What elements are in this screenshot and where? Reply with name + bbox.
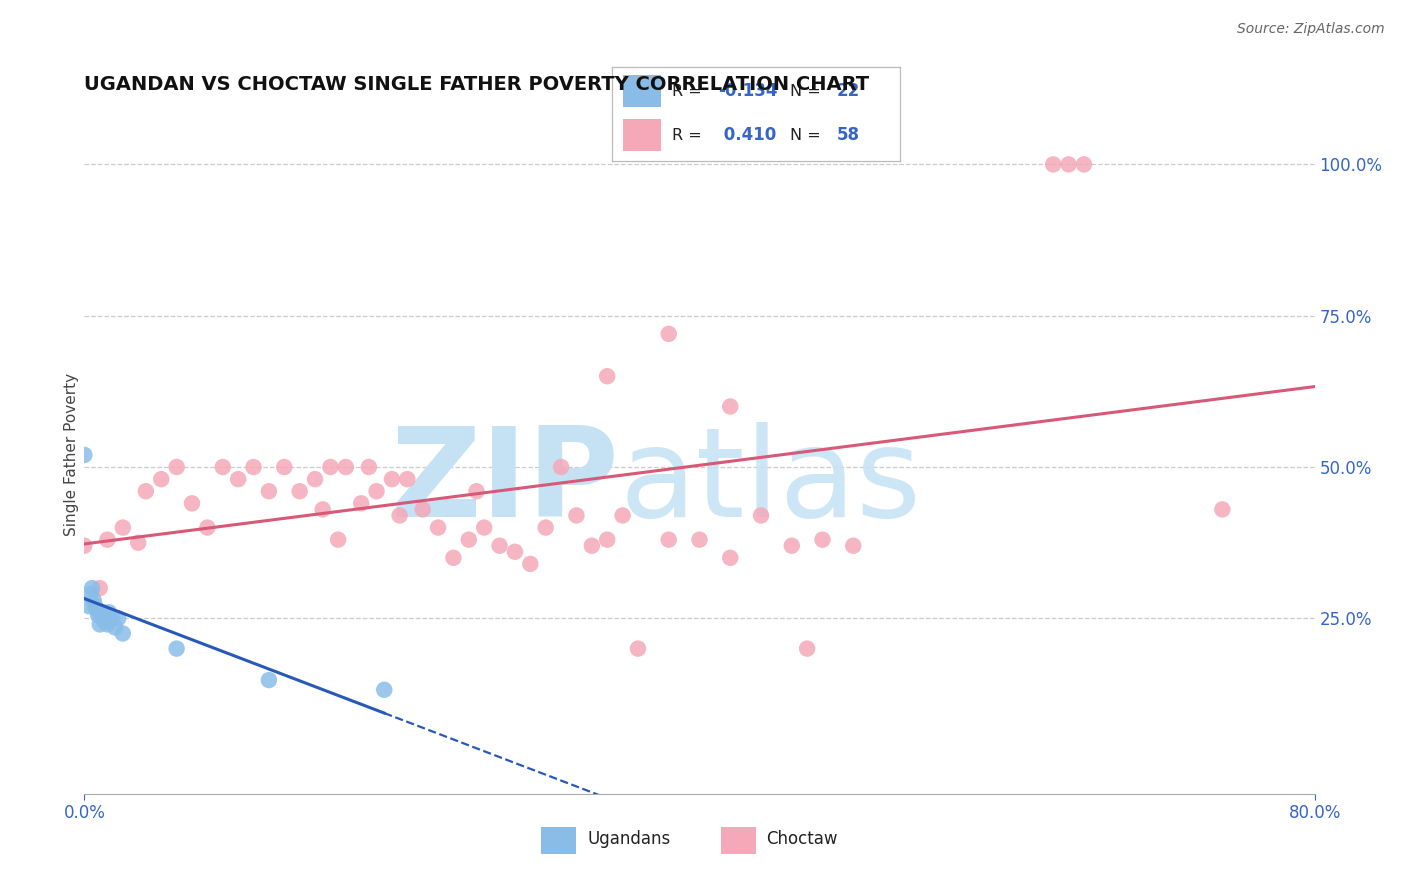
Text: Source: ZipAtlas.com: Source: ZipAtlas.com (1237, 22, 1385, 37)
Point (357, 460, 380, 475)
Point (80, 581, 103, 595)
Point (242, 460, 264, 475)
Text: 22: 22 (837, 82, 859, 100)
Point (104, 620, 127, 634)
Point (319, 460, 342, 475)
Point (107, 611, 129, 625)
Text: UGANDAN VS CHOCTAW SINGLE FATHER POVERTY CORRELATION CHART: UGANDAN VS CHOCTAW SINGLE FATHER POVERTY… (84, 75, 869, 94)
Text: 58: 58 (837, 127, 859, 145)
Point (457, 533, 479, 547)
Text: atlas: atlas (620, 422, 922, 542)
Text: R =: R = (672, 128, 707, 143)
Point (472, 520, 495, 534)
Point (658, 533, 681, 547)
Point (84, 599, 107, 614)
Point (388, 508, 411, 523)
Bar (623, 120, 661, 152)
Point (1057, 157, 1080, 171)
Y-axis label: Single Father Poverty: Single Father Poverty (63, 374, 79, 536)
Point (689, 533, 711, 547)
Point (257, 484, 280, 499)
Point (1211, 502, 1233, 516)
Text: R =: R = (672, 84, 707, 99)
Point (257, 673, 280, 687)
Point (1042, 157, 1064, 171)
Point (1073, 157, 1095, 171)
Point (550, 460, 572, 475)
Point (98, 605, 121, 619)
Point (412, 502, 434, 516)
Point (89, 617, 111, 632)
Point (73, 539, 96, 553)
Point (503, 545, 526, 559)
Point (718, 550, 741, 565)
Point (273, 460, 295, 475)
Point (581, 539, 603, 553)
Point (91, 605, 114, 619)
Point (96, 617, 118, 632)
Point (111, 626, 134, 640)
Point (612, 508, 634, 523)
Point (373, 682, 395, 697)
Point (150, 472, 173, 486)
Point (488, 539, 510, 553)
Point (842, 539, 865, 553)
Text: N =: N = (790, 84, 827, 99)
Point (811, 533, 834, 547)
Text: -0.134: -0.134 (718, 82, 778, 100)
Point (627, 641, 650, 656)
Point (79, 587, 101, 601)
Point (427, 520, 450, 534)
Point (312, 502, 335, 516)
Point (335, 460, 357, 475)
Point (465, 484, 488, 499)
Point (111, 520, 134, 534)
Point (718, 400, 741, 414)
Point (304, 472, 326, 486)
Point (396, 472, 419, 486)
Text: ZIP: ZIP (391, 422, 620, 542)
Point (89, 581, 111, 595)
Point (749, 508, 772, 523)
Text: 0.410: 0.410 (718, 127, 776, 145)
Point (658, 326, 681, 341)
Point (211, 460, 233, 475)
Point (93, 615, 115, 629)
Point (366, 484, 388, 499)
Point (288, 484, 311, 499)
Point (83, 593, 105, 607)
Point (226, 472, 249, 486)
Point (100, 613, 122, 627)
Point (596, 533, 619, 547)
Point (73, 448, 96, 462)
Bar (623, 75, 661, 107)
Bar (541, 827, 576, 854)
Point (135, 484, 157, 499)
Point (166, 460, 188, 475)
Point (77, 599, 100, 614)
Point (127, 535, 149, 549)
Point (90, 608, 112, 623)
Point (87, 608, 110, 623)
Point (181, 496, 204, 510)
Point (86, 602, 108, 616)
Point (326, 533, 349, 547)
Point (197, 520, 219, 534)
Point (780, 539, 803, 553)
Point (596, 369, 619, 384)
Point (565, 508, 588, 523)
Point (534, 520, 557, 534)
Point (519, 557, 541, 571)
Point (350, 496, 373, 510)
Point (443, 550, 465, 565)
Point (96, 533, 118, 547)
Text: Ugandans: Ugandans (588, 830, 671, 848)
Text: Choctaw: Choctaw (766, 830, 838, 848)
Bar (721, 827, 756, 854)
Point (381, 472, 404, 486)
Point (796, 641, 818, 656)
Point (101, 610, 124, 624)
Point (166, 641, 188, 656)
Text: N =: N = (790, 128, 827, 143)
